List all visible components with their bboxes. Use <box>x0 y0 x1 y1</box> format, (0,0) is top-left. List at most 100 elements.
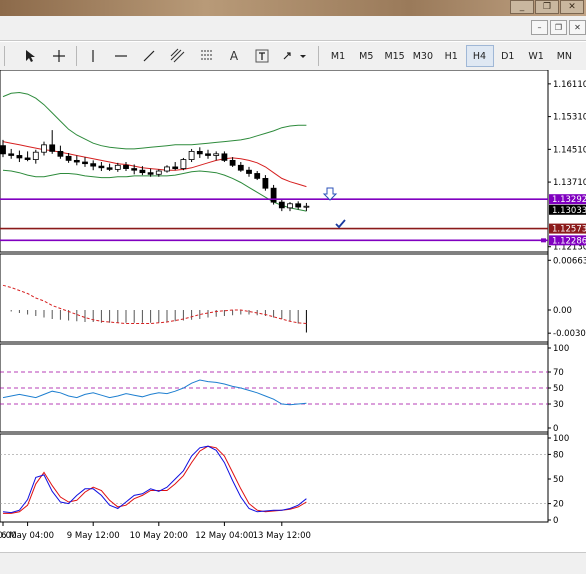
timeframe-h4-button[interactable]: H4 <box>465 45 494 67</box>
osma-tick-label: 0.00 <box>553 306 572 316</box>
candle <box>295 201 302 210</box>
candle-body <box>90 163 97 167</box>
menu-bar: – ❐ ✕ <box>0 16 586 41</box>
toolbar-separator <box>318 46 319 66</box>
candle-body <box>270 187 277 203</box>
candle-body <box>73 159 80 163</box>
osma-tick-label: -0.00309 <box>553 329 586 339</box>
close-window-button[interactable]: ✕ <box>560 0 584 14</box>
candle-body <box>287 203 293 209</box>
toolbar-separator <box>4 46 5 66</box>
crosshair-icon[interactable] <box>48 45 70 67</box>
candle-body <box>41 144 47 153</box>
stochastic-main-line <box>2 445 307 514</box>
rsi-tick-label: 100 <box>553 344 569 354</box>
fibonacci-retracement-icon[interactable] <box>196 45 218 67</box>
stochastic-pane-frame <box>0 433 549 523</box>
candle-body <box>24 157 31 160</box>
stoch-tick-label: 100 <box>553 434 569 444</box>
timeframe-m15-button[interactable]: M15 <box>384 50 405 62</box>
chart-area[interactable]: 1.16110 1.15310 1.14510 1.13710 1.12130 1.132… <box>0 69 586 550</box>
candle-body <box>172 166 179 169</box>
osma-tick-label: 0.00663 <box>553 256 586 266</box>
stoch-tick-label: 80 <box>553 450 564 460</box>
rsi-tick-label: 50 <box>553 384 564 394</box>
rsi-line <box>2 379 307 406</box>
candle <box>246 166 252 177</box>
candle-body <box>123 164 129 169</box>
candle <box>155 169 162 177</box>
candle <box>180 157 187 171</box>
candle <box>287 202 293 212</box>
candle-body <box>155 170 162 175</box>
candle-body <box>98 165 105 169</box>
candle-body <box>180 159 187 169</box>
minimize-window-button[interactable]: _ <box>510 0 534 14</box>
candle <box>131 164 138 175</box>
text-tool-label: A <box>229 49 239 63</box>
timeframe-mn-button[interactable]: MN <box>556 50 573 62</box>
chart-close-button[interactable]: ✕ <box>569 20 586 35</box>
candle-body <box>213 153 220 156</box>
price-label-background <box>549 204 586 215</box>
candle <box>213 151 220 161</box>
candle <box>172 162 179 171</box>
candle-body <box>237 164 244 171</box>
time-tick-label: 6 May 04:00 <box>1 531 54 541</box>
candle-body <box>196 150 203 155</box>
rsi-tick-label: 30 <box>553 400 564 410</box>
cursor-arrow-icon[interactable] <box>20 45 42 67</box>
timeframe-m5-button[interactable]: M5 <box>359 50 374 62</box>
candle-body <box>49 144 56 152</box>
candle-body <box>82 161 88 165</box>
equidistant-channel-icon[interactable] <box>166 45 190 67</box>
check-mark-icon <box>335 219 346 229</box>
price-tick-label: 1.15310 <box>553 113 586 123</box>
candle-body <box>205 153 211 156</box>
stoch-tick-label: 20 <box>553 500 564 510</box>
text-tool[interactable]: A <box>224 45 244 67</box>
text-label-icon[interactable] <box>252 45 272 67</box>
terminal-title-bar: _ ❐ ✕ <box>0 0 586 16</box>
timeframe-m1-button[interactable]: M1 <box>330 50 346 62</box>
time-tick-label: 20:00 <box>0 531 17 541</box>
window-controls: _ ❐ ✕ <box>510 0 584 14</box>
candle-body <box>114 164 121 170</box>
candle <box>41 141 47 156</box>
candle <box>221 151 228 163</box>
candle <box>90 160 97 171</box>
arrows-dropdown-icon[interactable] <box>280 45 310 67</box>
candle-body <box>106 167 113 170</box>
timeframe-d1-button[interactable]: D1 <box>501 50 515 62</box>
timeframe-m30-button[interactable]: M30 <box>412 50 434 62</box>
rsi-tick-label: 0 <box>553 424 558 434</box>
chart-minimize-button[interactable]: – <box>531 20 548 35</box>
vertical-line-icon[interactable] <box>84 45 102 67</box>
status-bar <box>0 552 586 574</box>
candle <box>82 157 88 167</box>
candle-body <box>188 150 195 160</box>
candle-body <box>32 151 39 160</box>
candle <box>98 162 105 172</box>
timeframe-h1-button[interactable]: H1 <box>444 50 458 62</box>
candle <box>114 162 121 172</box>
candle-body <box>303 205 310 208</box>
horizontal-line-icon[interactable] <box>110 45 132 67</box>
candle <box>32 149 39 164</box>
timeframe-w1-button[interactable]: W1 <box>528 50 544 62</box>
restore-window-button[interactable]: ❐ <box>535 0 559 14</box>
osma-pane-frame <box>0 253 549 343</box>
trendline-icon[interactable] <box>138 45 160 67</box>
chart-restore-button[interactable]: ❐ <box>550 20 567 35</box>
candle <box>106 163 113 172</box>
rsi-tick-label: 70 <box>553 368 564 378</box>
candle <box>270 184 277 205</box>
candle-body <box>221 153 228 161</box>
price-chart-svg: 1.16110 1.15310 1.14510 1.13710 1.12130 1.132… <box>0 69 586 541</box>
stoch-tick-label: 50 <box>553 475 564 485</box>
candle-body <box>16 155 23 159</box>
candle-body <box>246 169 252 174</box>
time-tick-label: 12 May 04:00 <box>195 531 253 541</box>
candle <box>49 130 56 154</box>
toolbar-separator <box>76 46 77 66</box>
